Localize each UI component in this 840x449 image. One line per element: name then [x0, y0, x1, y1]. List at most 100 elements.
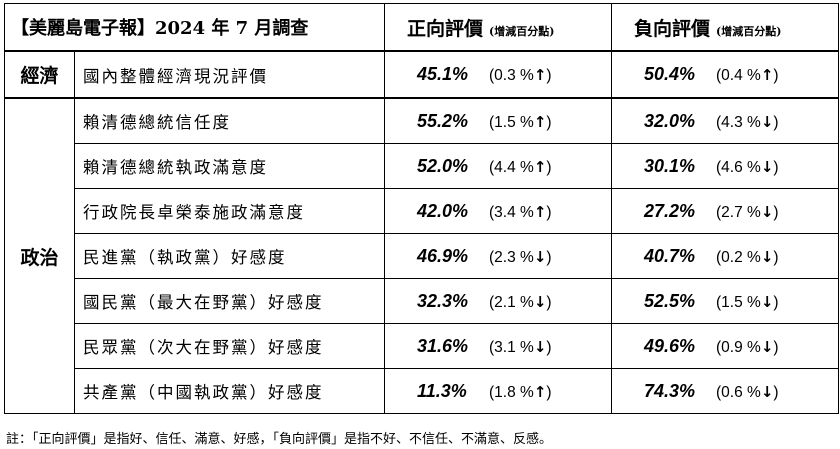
negative-cell: 52.5% (1.5 %↓)	[611, 278, 840, 324]
positive-close: )	[546, 158, 552, 176]
positive-cell: 52.0% (4.4 %↑)	[384, 143, 613, 189]
poll-results-table: 【美麗島電子報】2024 年 7 月調查 正向評價 (增減百分點) 負向評價 (增減…	[3, 3, 840, 414]
category-politics: 政治	[4, 97, 75, 414]
negative-value: 74.3%	[644, 380, 696, 401]
table-row: 賴清德總統執政滿意度 52.0% (4.4 %↑) 30.1% (4.6 %↓)	[5, 143, 840, 189]
positive-value: 11.3%	[417, 380, 467, 401]
positive-value: 52.0%	[417, 155, 469, 176]
positive-arrow-icon: ↑	[533, 66, 547, 84]
positive-value: 55.2%	[417, 110, 469, 131]
positive-change: (0.3 %	[489, 67, 534, 84]
positive-value: 46.9%	[417, 245, 469, 266]
negative-close: )	[773, 338, 779, 356]
negative-value: 49.6%	[644, 335, 696, 356]
positive-value: 32.3%	[417, 290, 469, 311]
negative-arrow-icon: ↓	[760, 292, 774, 311]
positive-label: 正向評價	[407, 17, 484, 40]
negative-close: )	[773, 248, 779, 266]
negative-change: (0.2 %	[716, 248, 761, 266]
table-title: 【美麗島電子報】2024 年 7 月調查	[3, 3, 386, 52]
positive-change-note: (增減百分點)	[489, 24, 555, 38]
positive-arrow-icon: ↓	[533, 337, 547, 356]
positive-close: )	[546, 248, 552, 266]
positive-value: 31.6%	[417, 335, 469, 356]
positive-cell: 46.9% (2.3 %↓)	[384, 233, 613, 279]
negative-close: )	[773, 383, 779, 401]
negative-value: 32.0%	[644, 110, 696, 131]
negative-change-note: (增減百分點)	[716, 24, 782, 38]
negative-cell: 30.1% (4.6 %↓)	[611, 143, 840, 189]
positive-change: (3.4 %	[489, 203, 534, 221]
negative-arrow-icon: ↓	[760, 337, 774, 356]
positive-change: (1.8 %	[489, 383, 534, 401]
negative-label: 負向評價	[634, 17, 711, 40]
negative-close: )	[773, 203, 779, 221]
table-row: 國民黨（最大在野黨）好感度 32.3% (2.1 %↓) 52.5% (1.5 %↓…	[5, 278, 840, 324]
negative-arrow-icon: ↓	[760, 247, 774, 266]
negative-cell: 27.2% (2.7 %↓)	[611, 188, 840, 234]
negative-change: (4.6 %	[716, 158, 761, 176]
positive-change: (3.1 %	[489, 338, 534, 356]
negative-arrow-icon: ↓	[760, 202, 774, 221]
negative-cell: 32.0% (4.3 %↓)	[611, 97, 840, 144]
table-row: 政治 賴清德總統信任度 55.2% (1.5 %↑) 32.0% (4.3 %↓)	[4, 97, 840, 414]
negative-cell: 74.3% (0.6 %↓)	[611, 368, 840, 414]
positive-change: (2.3 %	[489, 248, 534, 266]
positive-cell: 55.2% (1.5 %↑)	[384, 97, 613, 144]
positive-arrow-icon: ↑	[533, 112, 547, 131]
positive-change: (4.4 %	[489, 158, 534, 176]
negative-cell: 49.6% (0.9 %↓)	[611, 323, 840, 369]
negative-value: 52.5%	[644, 290, 696, 311]
footnote: 註：「正向評價」是指好、信任、滿意、好感，「負向評價」是指不好、不信任、不滿意、…	[6, 432, 553, 447]
negative-arrow-icon: ↓	[760, 112, 774, 131]
positive-cell: 11.3% (1.8 %↑)	[384, 368, 613, 414]
positive-close: )	[546, 67, 552, 84]
table-row: 行政院長卓榮泰施政滿意度 42.0% (3.4 %↑) 27.2% (2.7 %↓)	[5, 188, 840, 234]
positive-arrow-icon: ↑	[533, 157, 547, 176]
negative-arrow-icon: ↓	[760, 157, 774, 176]
negative-close: )	[773, 67, 779, 84]
table-row: 經濟 國內整體經濟現況評價 45.1% (0.3 %↑) 50.4% (0.4 %↑…	[4, 50, 840, 99]
positive-arrow-icon: ↓	[533, 292, 547, 311]
positive-cell: 32.3% (2.1 %↓)	[384, 278, 613, 324]
negative-close: )	[773, 113, 779, 131]
row-item: 賴清德總統信任度	[73, 97, 386, 144]
positive-change: (1.5 %	[489, 113, 534, 131]
positive-close: )	[546, 203, 552, 221]
negative-cell: 50.4% (0.4 %↑)	[611, 50, 840, 99]
positive-arrow-icon: ↓	[533, 247, 547, 266]
row-item: 國內整體經濟現況評價	[73, 50, 386, 99]
category-economy: 經濟	[4, 50, 75, 99]
positive-arrow-icon: ↑	[533, 202, 547, 221]
positive-change: (2.1 %	[489, 293, 534, 311]
negative-change: (4.3 %	[716, 113, 761, 131]
table-row: 共產黨（中國執政黨）好感度 11.3% (1.8 %↑) 74.3% (0.6 %↓…	[5, 368, 840, 414]
negative-arrow-icon: ↓	[760, 382, 774, 401]
negative-value: 50.4%	[644, 64, 696, 84]
negative-value: 40.7%	[644, 245, 696, 266]
negative-change: (1.5 %	[716, 293, 761, 311]
negative-column-header: 負向評價 (增減百分點)	[611, 3, 840, 52]
row-item: 賴清德總統執政滿意度	[73, 143, 386, 189]
table-row: 民眾黨（次大在野黨）好感度 31.6% (3.1 %↓) 49.6% (0.9 %↓…	[5, 323, 840, 369]
table-row: 民進黨（執政黨）好感度 46.9% (2.3 %↓) 40.7% (0.2 %↓)	[5, 233, 840, 279]
positive-close: )	[546, 383, 552, 401]
row-item: 國民黨（最大在野黨）好感度	[73, 278, 386, 324]
negative-change: (0.4 %	[716, 67, 761, 84]
positive-close: )	[546, 293, 552, 311]
negative-value: 27.2%	[644, 200, 696, 221]
positive-cell: 31.6% (3.1 %↓)	[384, 323, 613, 369]
negative-close: )	[773, 293, 779, 311]
positive-cell: 42.0% (3.4 %↑)	[384, 188, 613, 234]
row-item: 共產黨（中國執政黨）好感度	[73, 368, 386, 414]
header-row: 【美麗島電子報】2024 年 7 月調查 正向評價 (增減百分點) 負向評價 (增減…	[3, 3, 840, 52]
positive-arrow-icon: ↑	[533, 382, 547, 401]
positive-close: )	[546, 113, 552, 131]
positive-value: 42.0%	[417, 200, 469, 221]
negative-arrow-icon: ↑	[760, 66, 774, 84]
positive-close: )	[546, 338, 552, 356]
row-item: 民進黨（執政黨）好感度	[73, 233, 386, 279]
negative-close: )	[773, 158, 779, 176]
positive-value: 45.1%	[417, 64, 469, 84]
positive-cell: 45.1% (0.3 %↑)	[384, 50, 613, 99]
